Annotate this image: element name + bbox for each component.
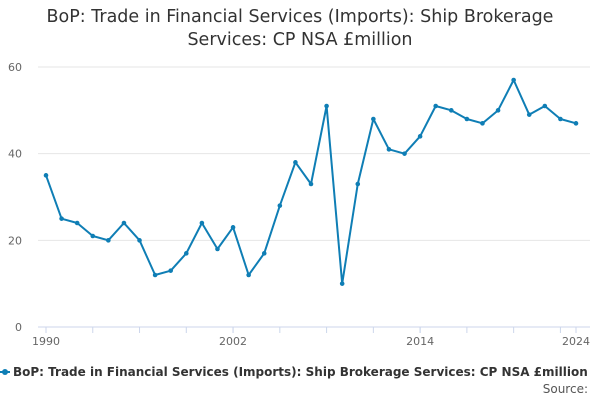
data-point [495, 108, 501, 113]
x-tick-label: 2014 [406, 335, 434, 348]
x-tick-label: 2002 [219, 335, 247, 348]
data-point [526, 112, 532, 117]
data-point [106, 238, 111, 243]
data-point [121, 220, 127, 226]
series-layer [43, 77, 579, 286]
grid-lines [38, 66, 590, 241]
y-tick-label: 20 [8, 234, 22, 247]
data-point [59, 216, 64, 221]
data-point [308, 181, 314, 187]
x-axis [38, 326, 590, 333]
data-point [261, 251, 267, 256]
data-point [386, 147, 392, 152]
data-point [464, 116, 470, 122]
data-point [293, 160, 298, 165]
data-point [371, 116, 376, 122]
chart-title-line-2: Services: CP NSA £million [187, 30, 413, 50]
data-point [402, 151, 407, 156]
data-point [90, 233, 96, 239]
data-point [74, 220, 80, 226]
legend-item[interactable]: BoP: Trade in Financial Services (Import… [0, 364, 588, 380]
data-point [152, 272, 158, 278]
chart-title: BoP: Trade in Financial Services (Import… [0, 6, 600, 52]
data-point [324, 103, 329, 109]
data-point [168, 268, 174, 273]
data-point [448, 108, 454, 113]
y-tick-label: 0 [15, 321, 22, 334]
data-point [199, 220, 205, 226]
data-point [215, 246, 220, 252]
data-point [573, 121, 579, 126]
tick-labels: 0 20 40 60 1990 2002 2014 2024 [8, 61, 590, 348]
data-point [339, 281, 345, 286]
legend-label: BoP: Trade in Financial Services (Import… [13, 365, 588, 379]
x-tick-label: 2024 [562, 335, 590, 348]
data-point [183, 251, 189, 256]
y-tick-label: 60 [8, 61, 22, 74]
chart-title-line-1: BoP: Trade in Financial Services (Import… [46, 7, 554, 27]
data-point [542, 103, 548, 109]
x-tick-label: 1990 [32, 335, 60, 348]
data-point [480, 121, 485, 126]
data-point [137, 238, 142, 243]
data-point [230, 225, 236, 230]
y-tick-label: 40 [8, 148, 22, 161]
data-point [277, 203, 283, 208]
data-point [558, 116, 563, 122]
data-point [417, 134, 423, 139]
data-point [355, 181, 361, 187]
data-point [511, 77, 516, 83]
data-point [43, 173, 49, 178]
data-point [433, 103, 439, 109]
data-point [246, 272, 251, 278]
source-label: Source: [542, 382, 588, 396]
legend-line-marker-icon [0, 364, 10, 380]
